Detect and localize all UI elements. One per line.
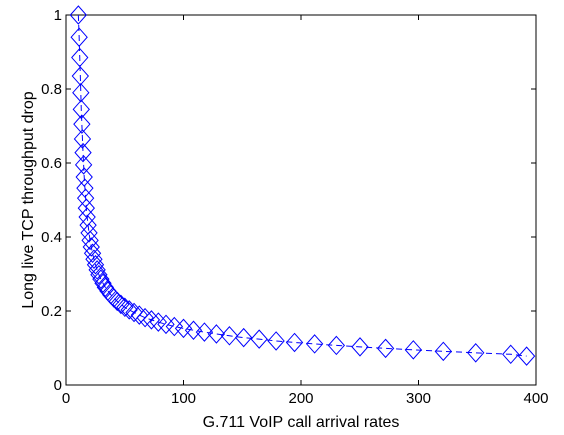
data-point xyxy=(220,326,239,346)
data-point xyxy=(250,329,268,349)
data-point xyxy=(71,66,90,86)
y-tick-label: 0 xyxy=(54,377,62,394)
data-point xyxy=(96,277,115,298)
data-point xyxy=(130,305,148,325)
data-point xyxy=(86,254,105,275)
data-point xyxy=(120,300,138,320)
data-point xyxy=(149,312,168,332)
data-point xyxy=(195,322,214,342)
x-tick-label: 0 xyxy=(62,390,70,407)
data-point xyxy=(305,334,324,354)
data-point xyxy=(69,5,88,25)
data-point xyxy=(174,318,193,339)
data-point xyxy=(70,27,88,47)
data-point xyxy=(112,294,130,315)
data-point xyxy=(351,337,369,357)
data-point xyxy=(77,198,95,218)
data-point xyxy=(142,310,161,330)
series-1 xyxy=(69,5,536,366)
plot-frame xyxy=(65,14,537,386)
data-point xyxy=(376,338,395,359)
data-point xyxy=(94,273,112,294)
data-point xyxy=(75,167,93,187)
y-tick-label: 0.6 xyxy=(41,155,62,172)
data-point xyxy=(73,114,91,134)
data-point xyxy=(76,178,94,198)
data-point xyxy=(404,340,422,360)
data-point xyxy=(434,341,452,362)
data-point xyxy=(116,297,134,318)
data-point xyxy=(207,324,226,344)
x-tick-label: 200 xyxy=(288,390,313,407)
data-point xyxy=(92,269,110,289)
data-point xyxy=(502,344,520,365)
data-point xyxy=(88,260,106,280)
data-point xyxy=(80,223,98,243)
y-tick-label: 0.2 xyxy=(41,303,62,320)
y-tick-label: 0.8 xyxy=(41,81,62,98)
data-point xyxy=(517,346,536,366)
data-point xyxy=(108,291,126,312)
y-tick-label: 0.4 xyxy=(41,229,62,246)
data-point xyxy=(327,335,346,356)
data-point xyxy=(234,327,253,348)
data-point xyxy=(267,331,285,351)
data-point xyxy=(125,302,143,323)
data-point xyxy=(467,343,485,363)
data-point xyxy=(71,47,89,68)
data-point xyxy=(81,230,99,251)
data-point xyxy=(285,332,304,353)
data-point xyxy=(184,320,203,340)
x-axis: 0 100 200 300 400 xyxy=(62,15,549,407)
y-axis: 0 0.2 0.4 0.6 0.8 1 xyxy=(41,7,536,394)
data-point xyxy=(157,314,175,335)
data-point xyxy=(73,129,92,149)
plot-area xyxy=(65,14,537,386)
data-point xyxy=(82,237,100,257)
data-point xyxy=(76,188,95,208)
data-point xyxy=(83,243,102,264)
y-tick-label: 1 xyxy=(54,7,62,24)
data-point xyxy=(90,264,108,285)
data-point xyxy=(74,142,92,163)
data-point xyxy=(85,249,103,269)
x-tick-label: 300 xyxy=(406,390,431,407)
x-axis-label: G.711 VoIP call arrival rates xyxy=(203,414,400,431)
data-point xyxy=(136,307,154,328)
data-point xyxy=(72,99,90,120)
y-axis-label: Long live TCP throughput drop xyxy=(20,91,37,308)
data-point xyxy=(72,82,90,103)
x-tick-label: 400 xyxy=(523,390,548,407)
data-point xyxy=(74,155,93,175)
series-line xyxy=(77,14,527,357)
x-tick-label: 100 xyxy=(171,390,196,407)
